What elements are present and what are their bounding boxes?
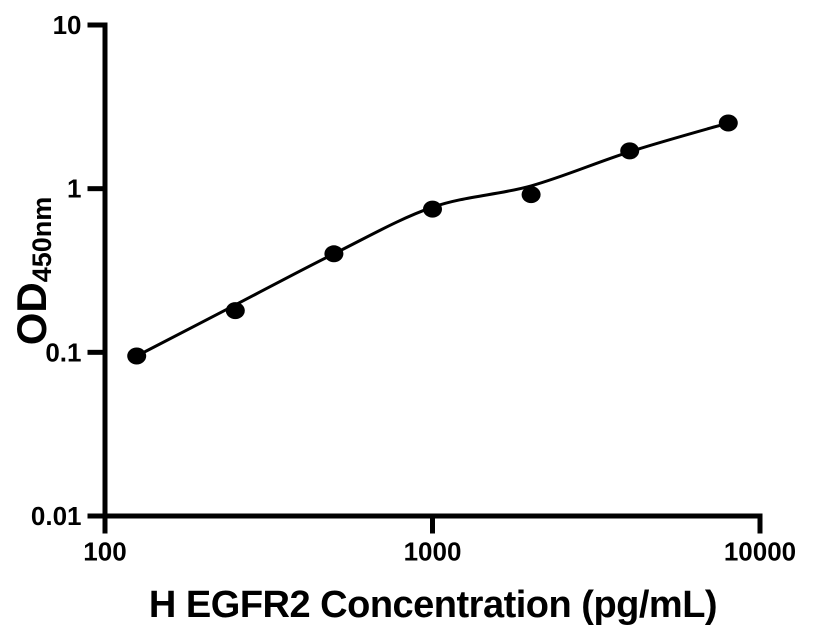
data-point bbox=[324, 245, 344, 263]
x-tick-label: 10000 bbox=[724, 537, 796, 567]
y-tick-label: 1 bbox=[67, 174, 81, 204]
y-tick-label: 0.1 bbox=[45, 337, 81, 367]
fit-curve bbox=[136, 121, 729, 358]
data-point bbox=[127, 347, 147, 365]
x-tick-label: 100 bbox=[83, 537, 126, 567]
data-point bbox=[423, 200, 442, 218]
y-axis-label-subscript: 450nm bbox=[27, 196, 57, 283]
x-tick-label: 1000 bbox=[404, 537, 462, 567]
data-point bbox=[521, 186, 541, 204]
x-axis-label: H EGFR2 Concentration (pg/mL) bbox=[148, 584, 718, 626]
y-axis-label: OD450nm bbox=[8, 196, 57, 346]
y-tick-label: 10 bbox=[53, 10, 82, 40]
axis-frame bbox=[102, 22, 763, 519]
y-tick-label: 0.01 bbox=[31, 501, 82, 531]
data-point bbox=[620, 142, 640, 160]
data-point bbox=[225, 302, 245, 320]
y-axis-label-main: OD bbox=[8, 282, 55, 346]
data-point bbox=[718, 114, 738, 132]
